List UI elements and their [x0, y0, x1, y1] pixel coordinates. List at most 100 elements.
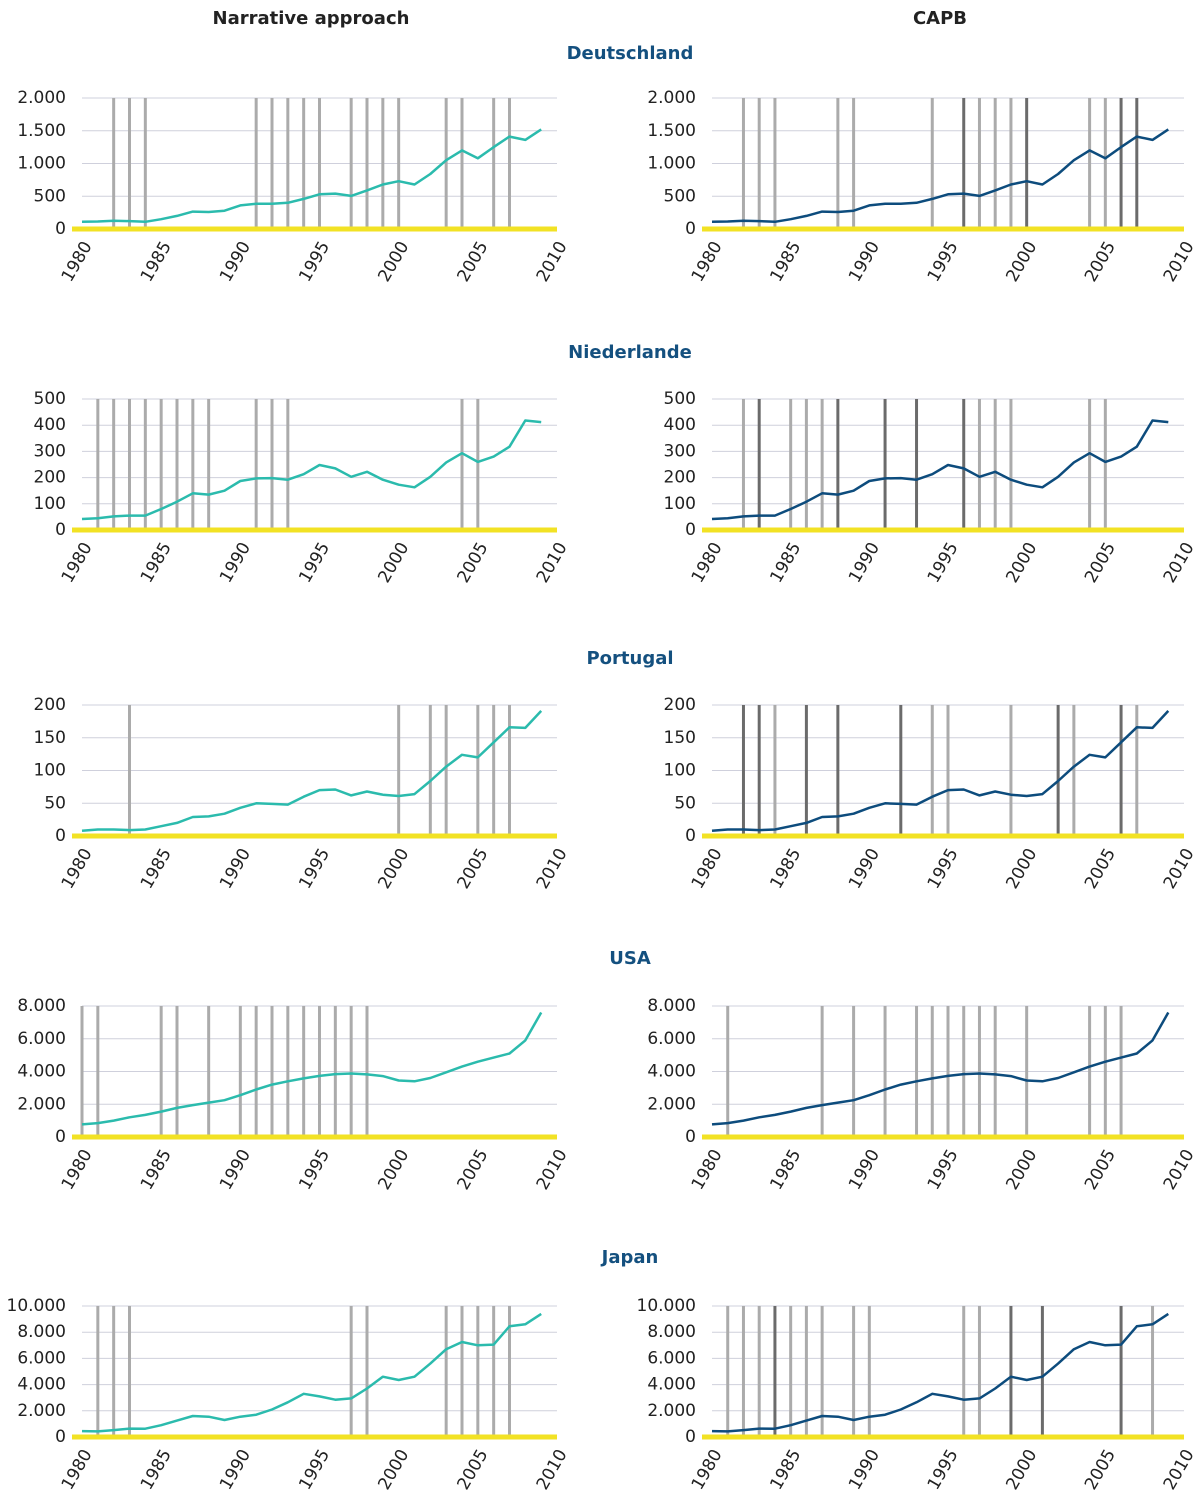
- x-tick-label: 2005: [454, 1146, 493, 1193]
- x-tick-label: 2010: [533, 845, 572, 892]
- y-tick-label: 2.000: [17, 1401, 66, 1421]
- x-tick-label: 2010: [533, 1146, 572, 1193]
- y-tick-label: 50: [674, 793, 696, 813]
- x-tick-label: 2010: [1160, 238, 1199, 285]
- country-title: Niederlande: [568, 342, 692, 363]
- x-tick-label: 2005: [1081, 1446, 1120, 1493]
- x-tick-label: 1985: [766, 238, 805, 285]
- x-tick-label: 1985: [137, 1446, 176, 1493]
- x-tick-label: 2000: [1002, 238, 1041, 285]
- y-tick-label: 4.000: [647, 1375, 696, 1395]
- y-tick-label: 300: [34, 441, 66, 461]
- x-tick-label: 2010: [533, 539, 572, 586]
- x-tick-label: 2010: [1160, 845, 1199, 892]
- y-tick-label: 4.000: [647, 1062, 696, 1082]
- x-tick-label: 1990: [216, 539, 255, 586]
- series-line: [711, 128, 1169, 224]
- series-line: [81, 710, 543, 833]
- series-line: [81, 1312, 542, 1433]
- y-tick-label: 400: [664, 415, 696, 435]
- y-tick-label: 200: [34, 695, 66, 715]
- y-tick-label: 0: [55, 1127, 66, 1147]
- y-tick-label: 300: [664, 441, 696, 461]
- x-tick-label: 1990: [216, 238, 255, 285]
- y-tick-label: 6.000: [647, 1029, 696, 1049]
- y-tick-label: 100: [34, 761, 66, 781]
- x-tick-label: 1985: [766, 539, 805, 586]
- y-tick-label: 2.000: [17, 1094, 66, 1114]
- x-tick-label: 1985: [137, 238, 176, 285]
- x-tick-label: 2010: [1160, 539, 1199, 586]
- x-tick-label: 2010: [1160, 1146, 1199, 1193]
- y-tick-label: 2.000: [647, 1094, 696, 1114]
- x-tick-label: 1990: [845, 845, 884, 892]
- y-tick-label: 1.000: [17, 154, 66, 174]
- x-tick-label: 1985: [766, 1446, 805, 1493]
- country-title: Japan: [600, 1247, 659, 1268]
- x-tick-label: 2000: [374, 238, 413, 285]
- y-tick-label: 0: [55, 826, 66, 846]
- y-tick-label: 100: [664, 761, 696, 781]
- y-tick-label: 6.000: [17, 1029, 66, 1049]
- y-tick-label: 8.000: [17, 996, 66, 1016]
- x-tick-label: 1990: [845, 539, 884, 586]
- y-tick-label: 0: [55, 219, 66, 239]
- y-tick-label: 400: [34, 415, 66, 435]
- x-tick-label: 1995: [924, 238, 963, 285]
- series-line: [81, 419, 542, 521]
- x-tick-label: 2010: [1160, 1446, 1199, 1493]
- x-tick-label: 2000: [1002, 1146, 1041, 1193]
- y-tick-label: 0: [55, 520, 66, 540]
- x-tick-label: 1995: [295, 845, 334, 892]
- y-tick-label: 50: [44, 793, 66, 813]
- x-tick-label: 1995: [295, 1146, 334, 1193]
- y-tick-label: 8.000: [647, 1322, 696, 1342]
- country-title: USA: [609, 948, 651, 969]
- x-tick-label: 1995: [295, 539, 334, 586]
- x-tick-label: 2005: [454, 238, 493, 285]
- x-tick-label: 2000: [374, 1446, 413, 1493]
- x-tick-label: 1985: [137, 845, 176, 892]
- x-tick-label: 1980: [58, 1446, 97, 1493]
- y-tick-label: 0: [685, 219, 696, 239]
- y-tick-label: 500: [34, 186, 66, 206]
- x-tick-label: 2005: [1081, 1146, 1120, 1193]
- x-tick-label: 1995: [295, 1446, 334, 1493]
- y-tick-label: 6.000: [17, 1348, 66, 1368]
- x-tick-label: 1990: [216, 1146, 255, 1193]
- x-tick-label: 1995: [924, 539, 963, 586]
- y-tick-label: 2.000: [17, 88, 66, 108]
- y-tick-label: 1.000: [647, 154, 696, 174]
- series-line: [711, 419, 1169, 521]
- series-line: [711, 1011, 1170, 1126]
- y-tick-label: 1.500: [647, 121, 696, 141]
- x-tick-label: 1985: [137, 1146, 176, 1193]
- y-tick-label: 0: [685, 1127, 696, 1147]
- country-title: Deutschland: [567, 43, 694, 64]
- x-tick-label: 1985: [137, 539, 176, 586]
- x-tick-label: 1990: [845, 1146, 884, 1193]
- x-tick-label: 2000: [374, 1146, 413, 1193]
- series-line: [81, 128, 542, 224]
- series-line: [711, 1312, 1169, 1433]
- y-tick-label: 200: [664, 468, 696, 488]
- x-tick-label: 1980: [688, 539, 727, 586]
- x-tick-label: 2005: [454, 539, 493, 586]
- x-tick-label: 1995: [295, 238, 334, 285]
- y-tick-label: 200: [664, 695, 696, 715]
- x-tick-label: 1985: [766, 845, 805, 892]
- x-tick-label: 1980: [688, 845, 727, 892]
- y-tick-label: 0: [685, 826, 696, 846]
- y-tick-label: 500: [664, 186, 696, 206]
- x-tick-label: 1990: [845, 238, 884, 285]
- x-tick-label: 1980: [58, 238, 97, 285]
- y-tick-label: 100: [34, 494, 66, 514]
- y-tick-label: 150: [34, 728, 66, 748]
- y-tick-label: 10.000: [7, 1296, 66, 1316]
- y-tick-label: 150: [664, 728, 696, 748]
- x-tick-label: 2000: [1002, 1446, 1041, 1493]
- y-tick-label: 6.000: [647, 1348, 696, 1368]
- y-tick-label: 100: [664, 494, 696, 514]
- series-line: [711, 710, 1170, 833]
- x-tick-label: 1985: [766, 1146, 805, 1193]
